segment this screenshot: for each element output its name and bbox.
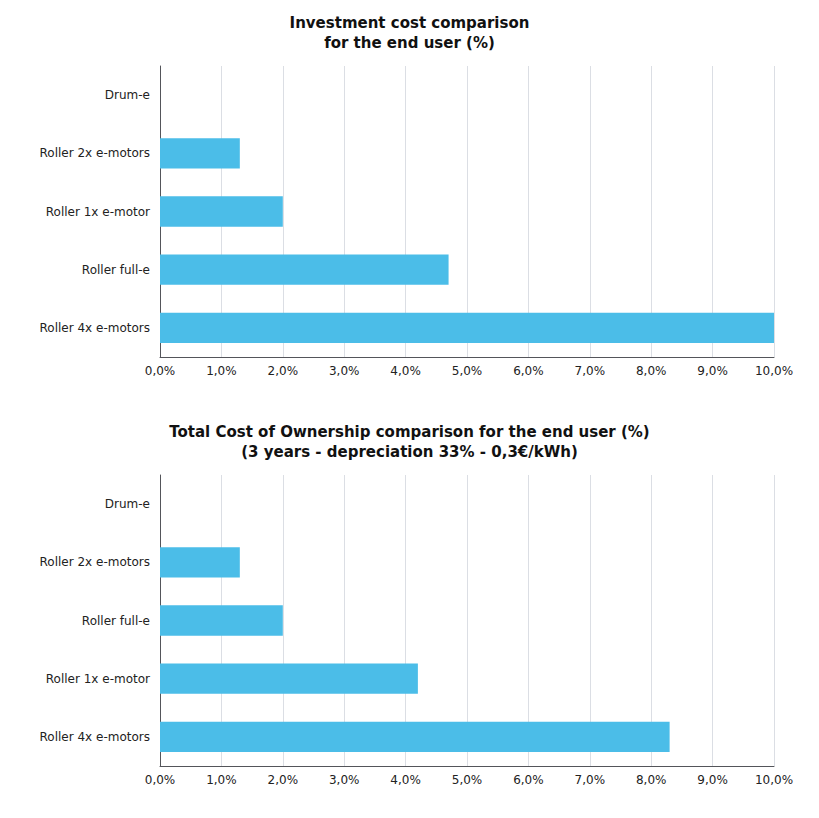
svg-text:3,0%: 3,0% (329, 364, 360, 378)
svg-text:Roller 4x e-motors: Roller 4x e-motors (40, 730, 150, 744)
svg-text:1,0%: 1,0% (206, 364, 237, 378)
svg-text:6,0%: 6,0% (513, 364, 544, 378)
svg-text:Drum-e: Drum-e (105, 497, 150, 511)
svg-text:7,0%: 7,0% (575, 364, 606, 378)
svg-text:Roller full-e: Roller full-e (82, 614, 150, 628)
svg-text:10,0%: 10,0% (755, 364, 793, 378)
svg-text:8,0%: 8,0% (636, 364, 667, 378)
svg-text:Roller 1x e-motor: Roller 1x e-motor (46, 205, 150, 219)
svg-text:for the end user (%): for the end user (%) (324, 34, 495, 52)
svg-text:Roller 2x e-motors: Roller 2x e-motors (40, 555, 150, 569)
svg-text:Roller 4x e-motors: Roller 4x e-motors (40, 321, 150, 335)
svg-text:2,0%: 2,0% (268, 773, 299, 787)
svg-text:8,0%: 8,0% (636, 773, 667, 787)
svg-text:Roller full-e: Roller full-e (82, 263, 150, 277)
svg-text:10,0%: 10,0% (755, 773, 793, 787)
svg-text:5,0%: 5,0% (452, 773, 483, 787)
svg-text:Investment cost comparison: Investment cost comparison (290, 14, 530, 32)
svg-text:Roller 2x e-motors: Roller 2x e-motors (40, 146, 150, 160)
svg-text:1,0%: 1,0% (206, 773, 237, 787)
svg-text:7,0%: 7,0% (575, 773, 606, 787)
svg-text:5,0%: 5,0% (452, 364, 483, 378)
svg-text:0,0%: 0,0% (145, 773, 176, 787)
svg-text:4,0%: 4,0% (390, 364, 421, 378)
svg-text:0,0%: 0,0% (145, 364, 176, 378)
svg-text:9,0%: 9,0% (697, 364, 728, 378)
svg-text:3,0%: 3,0% (329, 773, 360, 787)
svg-text:(3 years - depreciation 33% -: (3 years - depreciation 33% - 0,3€/kWh) (241, 443, 578, 461)
svg-text:Drum-e: Drum-e (105, 88, 150, 102)
svg-text:9,0%: 9,0% (697, 773, 728, 787)
svg-text:2,0%: 2,0% (268, 364, 299, 378)
svg-text:Roller 1x e-motor: Roller 1x e-motor (46, 672, 150, 686)
svg-text:6,0%: 6,0% (513, 773, 544, 787)
svg-text:4,0%: 4,0% (390, 773, 421, 787)
svg-text:Total Cost of Ownership compar: Total Cost of Ownership comparison for t… (169, 423, 649, 441)
